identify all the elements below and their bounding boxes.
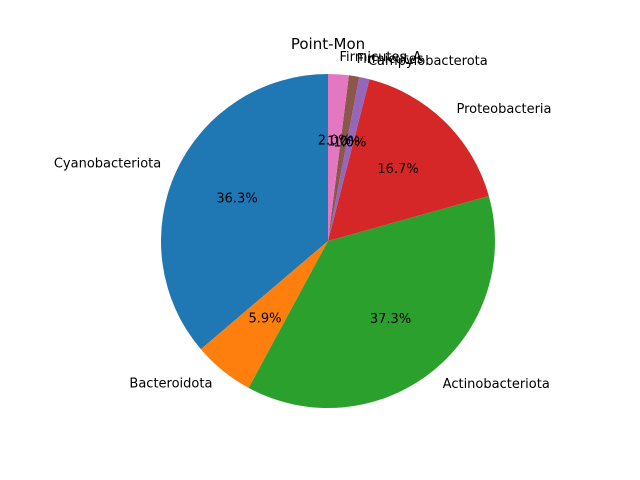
pie-labels: Cyanobacteriota 36.3% Bacteroidota 5.9% Acti…: [54, 50, 552, 392]
pie-slices: [160, 74, 495, 409]
slice-pct-bacteroidota: 5.9%: [248, 311, 281, 326]
slice-label-firmicutes-a: Firmicutes_A: [340, 50, 422, 65]
chart-title: Point-Mon: [291, 35, 365, 53]
slice-pct-actinobacteriota: 37.3%: [370, 312, 411, 327]
slice-label-bacteroidota: Bacteroidota: [129, 376, 212, 391]
slice-label-cyanobacteriota: Cyanobacteriota: [54, 156, 161, 171]
slice-campylobacterota: [328, 76, 370, 242]
slice-label-actinobacteriota: Actinobacteriota: [443, 377, 550, 392]
slice-cyanobacteriota: [160, 74, 328, 350]
slice-bacteroidota: [200, 241, 328, 388]
slice-pct-proteobacteria: 16.7%: [377, 162, 418, 177]
slice-firmicutes-a: [328, 74, 349, 241]
slice-actinobacteriota: [248, 196, 495, 409]
slice-firmicutes: [328, 75, 360, 241]
slice-pct-campylobacterota: 1.0%: [333, 136, 366, 151]
slice-pct-firmicutes: 1.0%: [327, 135, 360, 150]
slice-label-firmicutes: Firmicutes: [357, 52, 424, 67]
slice-label-proteobacteria: Proteobacteria: [456, 102, 551, 117]
slice-pct-cyanobacteriota: 36.3%: [216, 191, 257, 206]
slice-label-campylobacterota: Campylobacterota: [368, 54, 488, 69]
slice-pct-firmicutes-a: 2.0%: [318, 133, 351, 148]
slice-proteobacteria: [328, 79, 489, 241]
